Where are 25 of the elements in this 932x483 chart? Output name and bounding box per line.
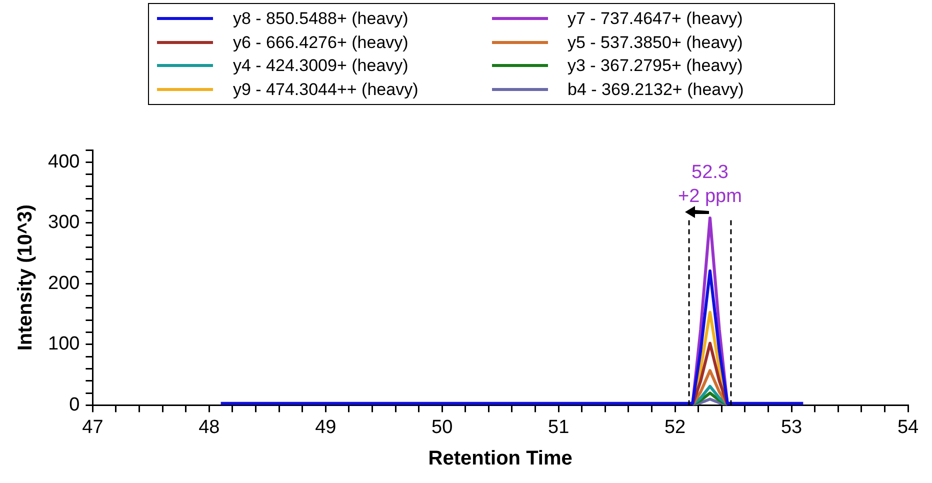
y-tick-label: 400 xyxy=(48,151,80,172)
y-tick-label: 200 xyxy=(48,272,80,294)
x-tick-label: 49 xyxy=(315,416,336,438)
x-tick-label: 54 xyxy=(897,416,919,438)
x-tick-label: 48 xyxy=(198,416,220,438)
x-tick-label: 47 xyxy=(82,416,104,438)
y-axis-title: Intensity (10^3) xyxy=(14,204,37,351)
legend-label: y6 - 666.4276+ (heavy) xyxy=(233,32,408,54)
x-tick-label: 53 xyxy=(780,416,802,438)
x-tick-label: 50 xyxy=(432,416,453,438)
annotation: +2 ppm xyxy=(678,186,742,207)
legend-label: y5 - 537.3850+ (heavy) xyxy=(568,32,743,54)
y-tick-label: 0 xyxy=(69,394,80,416)
legend-label: b4 - 369.2132+ (heavy) xyxy=(568,78,744,100)
legend-label: y8 - 850.5488+ (heavy) xyxy=(233,8,408,30)
legend-label: y7 - 737.4647+ (heavy) xyxy=(568,8,743,30)
annotation: 52.3 xyxy=(692,162,728,183)
y-tick-label: 100 xyxy=(48,334,80,355)
x-tick-label: 52 xyxy=(664,416,686,438)
x-tick-label: 51 xyxy=(548,416,570,438)
legend-label: y4 - 424.3009+ (heavy) xyxy=(233,55,408,77)
x-axis-title: Retention Time xyxy=(428,448,572,470)
legend-label: y3 - 367.2795+ (heavy) xyxy=(568,55,743,77)
legend-label: y9 - 474.3044++ (heavy) xyxy=(233,78,418,100)
y-tick-label: 300 xyxy=(48,212,80,234)
